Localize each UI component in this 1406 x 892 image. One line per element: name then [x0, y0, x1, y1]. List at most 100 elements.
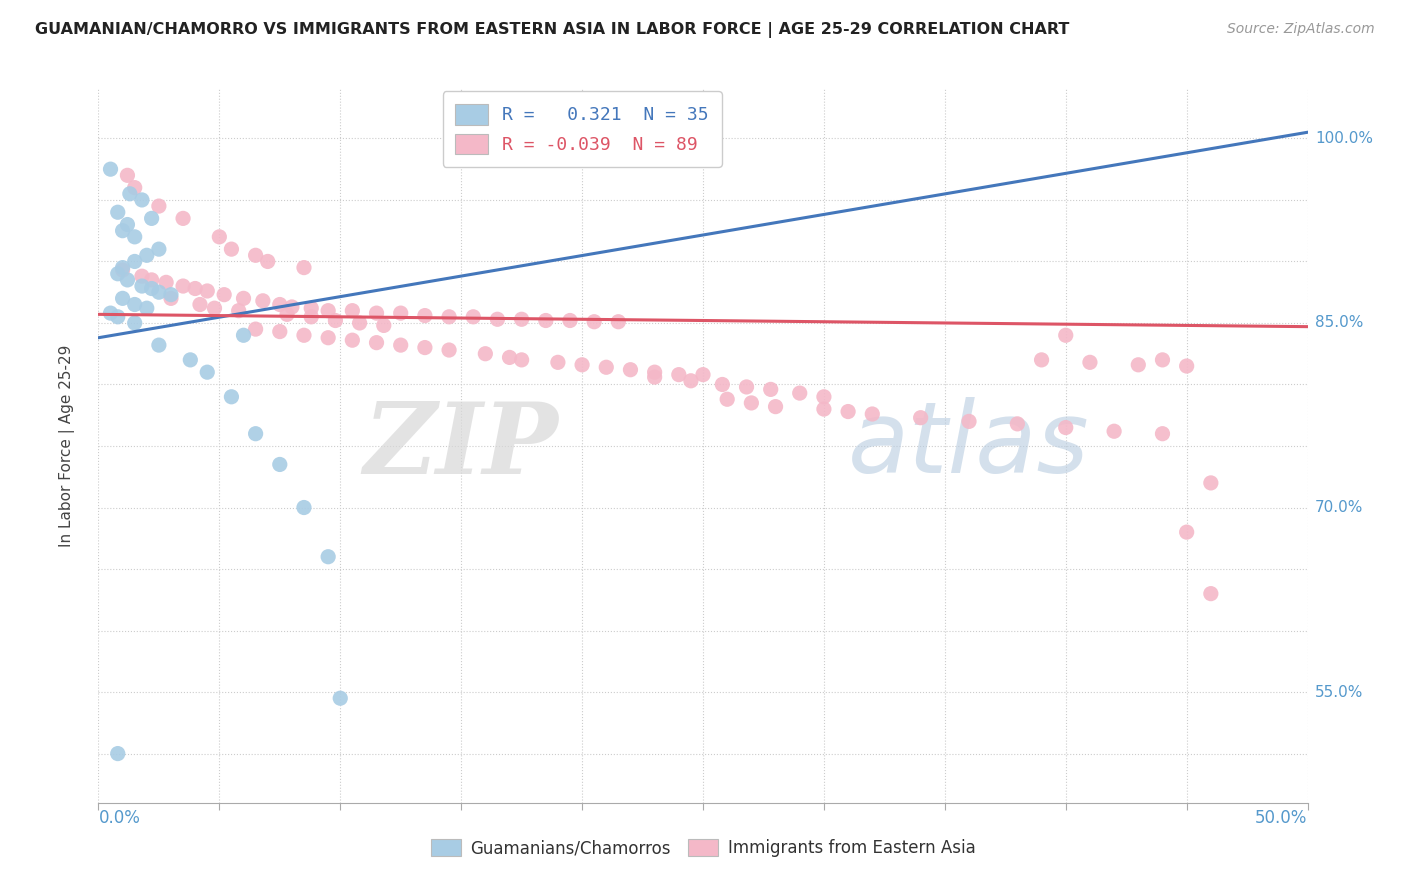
Point [1175, 525, 1198, 540]
Point [292, 500, 315, 515]
Text: GUAMANIAN/CHAMORRO VS IMMIGRANTS FROM EASTERN ASIA IN LABOR FORCE | AGE 25-29 CO: GUAMANIAN/CHAMORRO VS IMMIGRANTS FROM EA… [35, 22, 1070, 38]
Point [208, 230, 231, 244]
Point [124, 180, 146, 194]
Point [100, 162, 122, 177]
Point [1031, 352, 1053, 367]
Point [1102, 424, 1125, 438]
Point [107, 267, 129, 281]
Point [269, 325, 291, 339]
Point [595, 360, 617, 375]
Point [135, 301, 157, 316]
Point [160, 287, 183, 301]
Point [281, 300, 304, 314]
Point [366, 335, 388, 350]
Point [276, 307, 298, 321]
Point [910, 410, 932, 425]
Point [269, 297, 291, 311]
Point [389, 306, 412, 320]
Point [1054, 328, 1077, 343]
Point [131, 193, 153, 207]
Point [292, 328, 315, 343]
Point [342, 333, 364, 347]
Text: 100.0%: 100.0% [1315, 131, 1372, 146]
Point [486, 312, 509, 326]
Point [342, 303, 364, 318]
Point [148, 338, 170, 352]
Point [117, 169, 139, 183]
Point [1078, 355, 1101, 369]
Point [107, 310, 129, 324]
Point [131, 279, 153, 293]
Point [124, 316, 146, 330]
Text: 55.0%: 55.0% [1315, 684, 1364, 699]
Point [619, 362, 641, 376]
Point [221, 242, 243, 256]
Point [759, 383, 782, 397]
Point [100, 306, 122, 320]
Point [837, 404, 859, 418]
Point [534, 313, 557, 327]
Point [184, 281, 207, 295]
Point [141, 281, 163, 295]
Point [195, 284, 218, 298]
Point [510, 352, 533, 367]
Point [413, 341, 436, 355]
Point [668, 368, 690, 382]
Point [204, 301, 226, 316]
Point [299, 310, 322, 324]
Point [107, 205, 129, 219]
Point [1054, 420, 1077, 434]
Point [957, 414, 980, 428]
Point [269, 458, 291, 472]
Point [679, 374, 702, 388]
Point [644, 365, 666, 379]
Point [711, 377, 734, 392]
Point [245, 426, 267, 441]
Point [583, 315, 606, 329]
Point [111, 291, 134, 305]
Point [1152, 426, 1174, 441]
Text: ZIP: ZIP [363, 398, 558, 494]
Point [111, 224, 134, 238]
Point [498, 351, 520, 365]
Text: 85.0%: 85.0% [1315, 316, 1364, 330]
Point [256, 254, 278, 268]
Point [228, 303, 250, 318]
Point [1199, 475, 1222, 490]
Point [299, 301, 322, 316]
Point [1007, 417, 1029, 431]
Point [172, 279, 194, 293]
Point [389, 338, 412, 352]
Point [373, 318, 395, 333]
Point [148, 242, 170, 256]
Point [860, 407, 883, 421]
Point [124, 254, 146, 268]
Point [716, 392, 738, 407]
Point [111, 260, 134, 275]
Point [325, 313, 347, 327]
Point [117, 218, 139, 232]
Point [117, 273, 139, 287]
Point [740, 396, 762, 410]
Point [437, 310, 460, 324]
Point [141, 273, 163, 287]
Point [292, 260, 315, 275]
Point [124, 230, 146, 244]
Point [437, 343, 460, 357]
Point [148, 285, 170, 300]
Point [148, 199, 170, 213]
Point [212, 287, 235, 301]
Point [245, 248, 267, 262]
Point [558, 313, 581, 327]
Point [232, 328, 254, 343]
Point [179, 352, 201, 367]
Text: 0.0%: 0.0% [98, 809, 141, 827]
Legend: Guamanians/Chamorros, Immigrants from Eastern Asia: Guamanians/Chamorros, Immigrants from Ea… [422, 831, 984, 866]
Text: Source: ZipAtlas.com: Source: ZipAtlas.com [1227, 22, 1375, 37]
Point [160, 291, 183, 305]
Point [111, 263, 134, 277]
Point [232, 291, 254, 305]
Point [316, 303, 339, 318]
Point [644, 370, 666, 384]
Point [141, 211, 163, 226]
